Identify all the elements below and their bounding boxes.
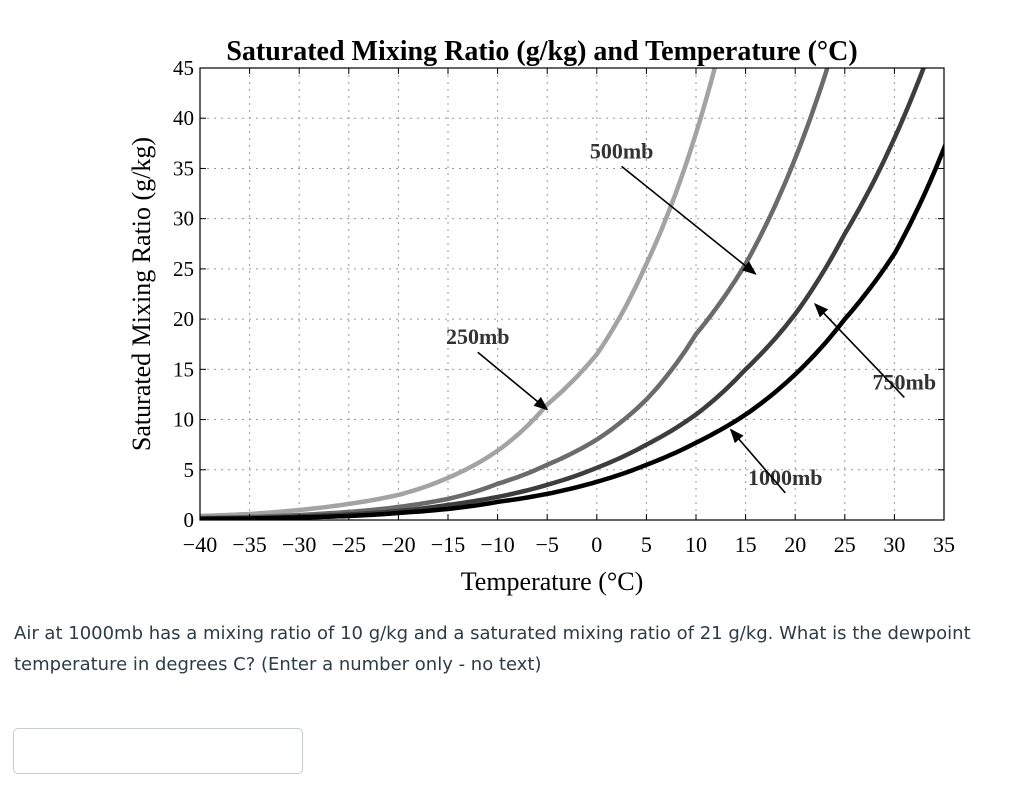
y-axis-label: Saturated Mixing Ratio (g/kg) (127, 137, 156, 451)
series-line-1000mb (200, 142, 944, 520)
annotation-arrow-500mb (621, 165, 757, 275)
question-text: Air at 1000mb has a mixing ratio of 10 g… (14, 623, 971, 675)
annotation-250mb: 250mb (446, 324, 510, 349)
annotation-arrow-1000mb (729, 428, 786, 494)
y-tick-label: 30 (173, 207, 194, 231)
x-tick-label: 15 (735, 532, 757, 557)
x-tick-label: −5 (535, 532, 558, 557)
x-tick-label: 25 (834, 532, 856, 557)
y-tick-label: 35 (173, 156, 194, 180)
annotation-500mb: 500mb (590, 138, 654, 163)
x-tick-label: −40 (183, 532, 217, 557)
x-tick-label: −20 (381, 532, 415, 557)
annotation-arrow-750mb (814, 303, 905, 398)
chart-plot: −40 −35 −30 −25 −20 −15 −10 −5 0 5 10 15 20 25 30 35 0 5 1… (127, 36, 955, 596)
y-tick-label: 15 (173, 357, 194, 381)
y-tick-label: 10 (173, 408, 194, 432)
annotation-arrow-250mb (477, 351, 549, 411)
annotation-1000mb: 1000mb (748, 465, 823, 490)
y-tick-label: 45 (173, 56, 194, 80)
x-tick-label: 20 (784, 532, 806, 557)
series-line-750mb (200, 68, 926, 520)
series-line-500mb (200, 68, 830, 520)
x-tick-label: 5 (641, 532, 652, 557)
x-tick-label: −30 (282, 532, 316, 557)
plot-frame (199, 67, 945, 521)
x-tick-label: 10 (685, 532, 707, 557)
x-tick-label: 30 (883, 532, 905, 557)
chart-svg: −40 −35 −30 −25 −20 −15 −10 −5 0 5 10 15 20 25 30 35 0 5 1… (127, 36, 955, 596)
chart-title: Saturated Mixing Ratio (g/kg) and Temper… (226, 36, 857, 67)
x-tick-label: −35 (232, 532, 266, 557)
x-tick-label: −25 (332, 532, 366, 557)
series-line-250mb (200, 68, 718, 519)
x-tick-label: 0 (591, 532, 602, 557)
x-axis-label: Temperature (°C) (461, 567, 644, 596)
chart: −40 −35 −30 −25 −20 −15 −10 −5 0 5 10 15 20 25 30 35 0 5 1… (127, 36, 955, 596)
x-tick-label: 35 (933, 532, 955, 557)
x-tick-label: −10 (480, 532, 514, 557)
x-tick-label: −15 (431, 532, 465, 557)
y-tick-label: 25 (173, 257, 194, 281)
annotation-750mb: 750mb (873, 369, 937, 394)
y-tick-label: 0 (184, 508, 195, 532)
answer-input[interactable] (13, 728, 303, 774)
y-tick-label: 20 (173, 307, 194, 331)
y-tick-label: 5 (184, 458, 195, 482)
y-tick-label: 40 (173, 106, 194, 130)
